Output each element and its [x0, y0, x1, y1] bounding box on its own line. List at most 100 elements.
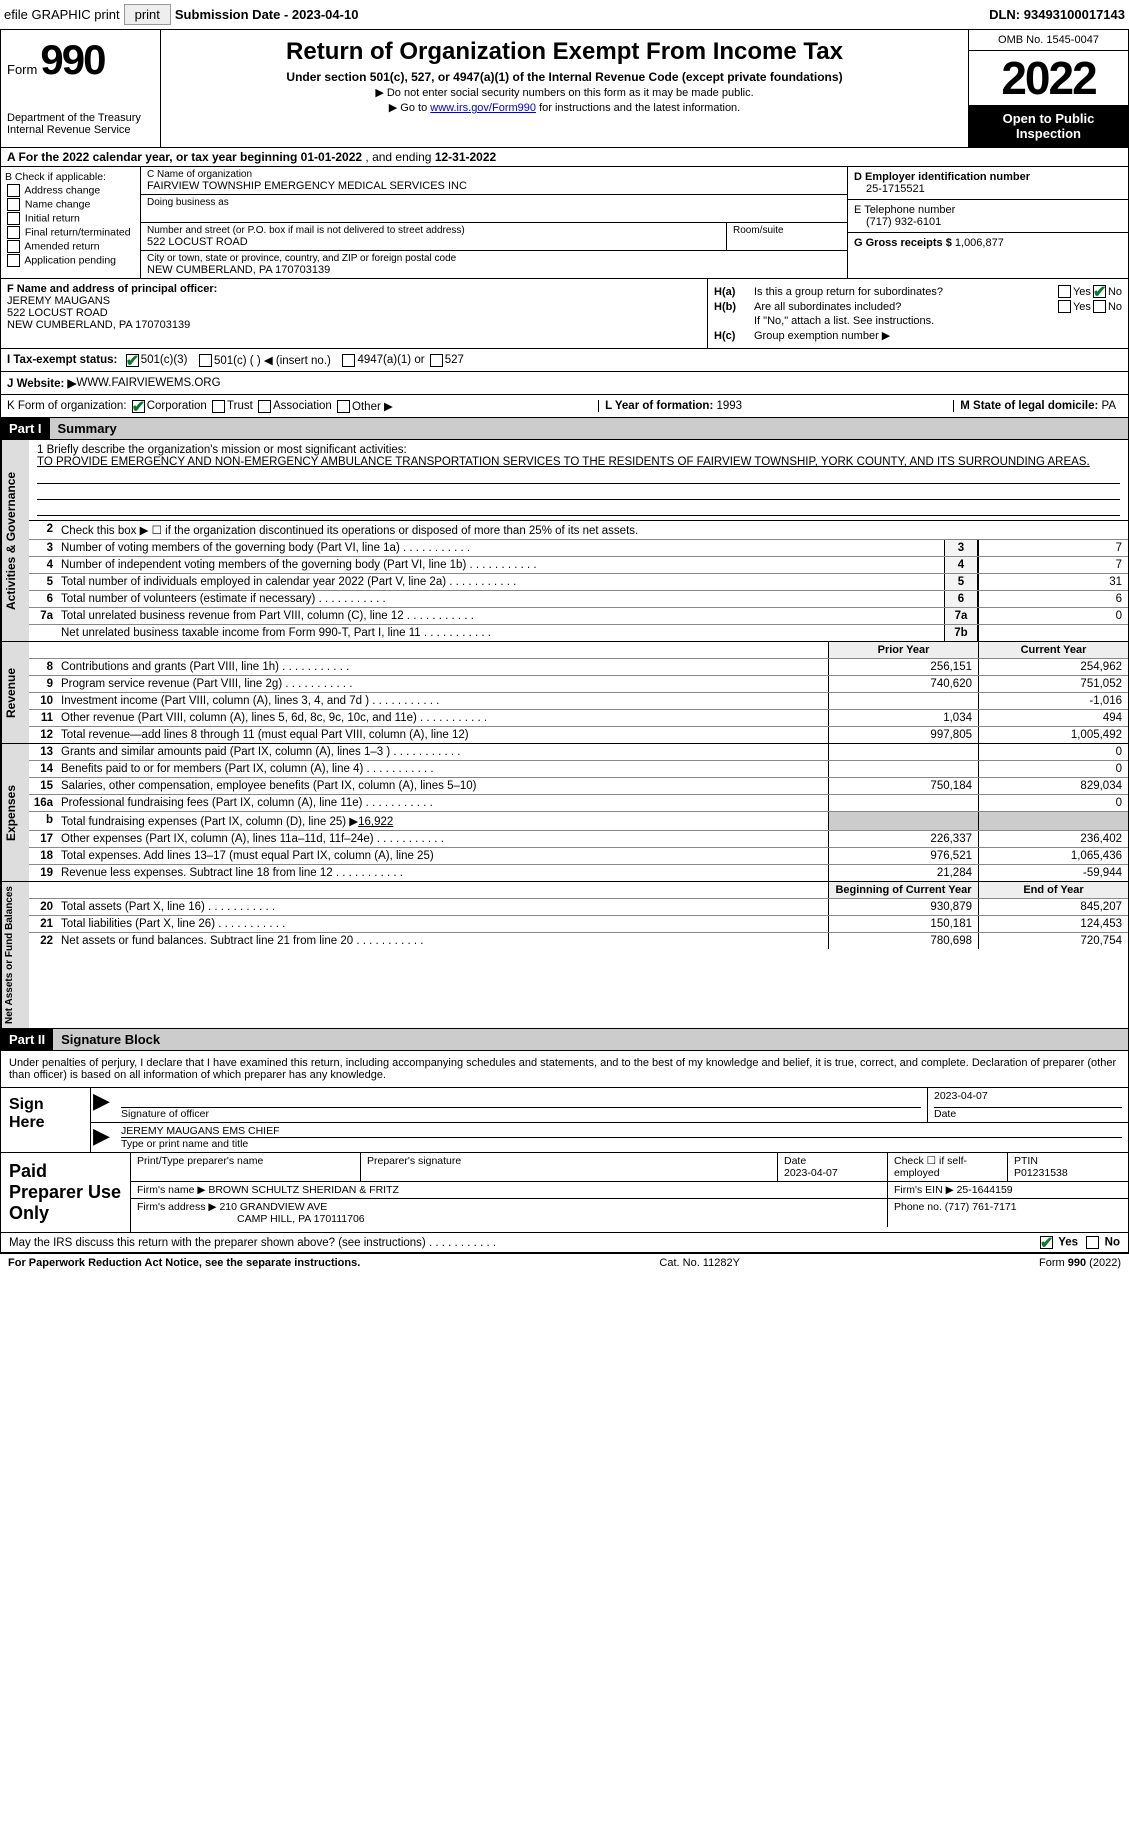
section-fh: F Name and address of principal officer:… — [0, 279, 1129, 349]
firm-address: Firm's address ▶ 210 GRANDVIEW AVE CAMP … — [131, 1199, 888, 1227]
omb-number: OMB No. 1545-0047 — [969, 30, 1128, 51]
hb-yes-check[interactable] — [1058, 300, 1071, 313]
hc-text: Group exemption number ▶ — [754, 329, 1122, 342]
check-501c[interactable] — [199, 354, 212, 367]
val-21c: 124,453 — [978, 916, 1128, 932]
hb-note: If "No," attach a list. See instructions… — [714, 315, 1122, 327]
check-app-pending[interactable]: Application pending — [5, 254, 136, 267]
part-i-header: Part I Summary — [0, 418, 1129, 440]
check-trust[interactable] — [212, 400, 225, 413]
line-9: Program service revenue (Part VIII, line… — [57, 676, 828, 692]
check-amended[interactable]: Amended return — [5, 240, 136, 253]
hb-label: H(b) — [714, 301, 754, 313]
signature-arrow-icon: ▶ — [91, 1088, 115, 1122]
val-11c: 494 — [978, 710, 1128, 726]
hdr-current: Current Year — [978, 642, 1128, 658]
officer-street: 522 LOCUST ROAD — [7, 307, 701, 319]
val-10c: -1,016 — [978, 693, 1128, 709]
sig-date-label: Date — [934, 1108, 1122, 1120]
prep-ptin: PTINP01231538 — [1008, 1153, 1128, 1181]
val-4: 7 — [978, 557, 1128, 573]
val-18p: 976,521 — [828, 848, 978, 864]
row-a-tax-year: A For the 2022 calendar year, or tax yea… — [0, 148, 1129, 167]
line-8: Contributions and grants (Part VIII, lin… — [57, 659, 828, 675]
row-i-tax-status: I Tax-exempt status: 501(c)(3) 501(c) ( … — [0, 349, 1129, 372]
state-domicile: M State of legal domicile: PA — [953, 400, 1122, 412]
part-i-label: Part I — [1, 418, 50, 439]
val-10p — [828, 693, 978, 709]
line-17: Other expenses (Part IX, column (A), lin… — [57, 831, 828, 847]
check-4947[interactable] — [342, 354, 355, 367]
check-name-change[interactable]: Name change — [5, 198, 136, 211]
row-k-label: K Form of organization: — [7, 400, 127, 412]
val-17p: 226,337 — [828, 831, 978, 847]
vtab-revenue: Revenue — [1, 642, 29, 743]
prep-sig-label: Preparer's signature — [361, 1153, 778, 1181]
ein-label: D Employer identification number — [854, 171, 1122, 183]
check-corp[interactable] — [132, 400, 145, 413]
prep-self-employed[interactable]: Check ☐ if self-employed — [888, 1153, 1008, 1181]
line-22: Net assets or fund balances. Subtract li… — [57, 933, 828, 949]
dba-label: Doing business as — [147, 197, 841, 208]
dln: DLN: 93493100017143 — [989, 7, 1125, 22]
line-16a: Professional fundraising fees (Part IX, … — [57, 795, 828, 811]
ha-text: Is this a group return for subordinates? — [754, 286, 1056, 298]
sig-date-value: 2023-04-07 — [934, 1090, 1122, 1108]
hdr-begin: Beginning of Current Year — [828, 882, 978, 898]
discuss-no-check[interactable] — [1086, 1236, 1099, 1249]
check-527[interactable] — [430, 354, 443, 367]
line-13: Grants and similar amounts paid (Part IX… — [57, 744, 828, 760]
open-to-public: Open to Public Inspection — [969, 105, 1128, 147]
check-final-return[interactable]: Final return/terminated — [5, 226, 136, 239]
footer-right: Form 990 (2022) — [1039, 1257, 1121, 1269]
vtab-expenses: Expenses — [1, 744, 29, 881]
form-title: Return of Organization Exempt From Incom… — [169, 38, 960, 66]
section-net-assets: Net Assets or Fund Balances Beginning of… — [0, 882, 1129, 1029]
val-19c: -59,944 — [978, 865, 1128, 881]
line-7a: Total unrelated business revenue from Pa… — [57, 608, 944, 624]
name-title-label: Type or print name and title — [121, 1138, 1122, 1150]
check-initial-return[interactable]: Initial return — [5, 212, 136, 225]
line-3: Number of voting members of the governin… — [57, 540, 944, 556]
line-7b: Net unrelated business taxable income fr… — [57, 625, 944, 641]
ha-yes-check[interactable] — [1058, 285, 1071, 298]
val-6: 6 — [978, 591, 1128, 607]
sig-intro: Under penalties of perjury, I declare th… — [0, 1051, 1129, 1088]
line-18: Total expenses. Add lines 13–17 (must eq… — [57, 848, 828, 864]
ein-value: 25-1715521 — [854, 183, 1122, 195]
check-501c3[interactable] — [126, 354, 139, 367]
header-left: Form 990 Department of the Treasury Inte… — [1, 30, 161, 147]
check-assoc[interactable] — [258, 400, 271, 413]
paid-preparer-label: Paid Preparer Use Only — [1, 1153, 131, 1232]
irs-discuss-row: May the IRS discuss this return with the… — [0, 1233, 1129, 1253]
org-name-label: C Name of organization — [147, 169, 841, 180]
header-mid: Return of Organization Exempt From Incom… — [161, 30, 968, 147]
ha-no-check[interactable] — [1093, 285, 1106, 298]
form-number: 990 — [40, 36, 104, 83]
header-right: OMB No. 1545-0047 2022 Open to Public In… — [968, 30, 1128, 147]
line-12: Total revenue—add lines 8 through 11 (mu… — [57, 727, 828, 743]
signature-arrow-icon-2: ▶ — [91, 1123, 115, 1152]
irs-link[interactable]: www.irs.gov/Form990 — [430, 102, 536, 114]
hb-no-check[interactable] — [1093, 300, 1106, 313]
city-label: City or town, state or province, country… — [147, 253, 841, 264]
val-7b — [978, 625, 1128, 641]
val-9p: 740,620 — [828, 676, 978, 692]
room-label: Room/suite — [733, 225, 841, 236]
val-17c: 236,402 — [978, 831, 1128, 847]
line-10: Investment income (Part VIII, column (A)… — [57, 693, 828, 709]
part-ii-title: Signature Block — [53, 1029, 1128, 1050]
hb-text: Are all subordinates included? — [754, 301, 1056, 313]
firm-phone: Phone no. (717) 761-7171 — [888, 1199, 1128, 1227]
discuss-yes-check[interactable] — [1040, 1236, 1053, 1249]
form-word: Form — [7, 62, 37, 77]
line-15: Salaries, other compensation, employee b… — [57, 778, 828, 794]
line-5: Total number of individuals employed in … — [57, 574, 944, 590]
val-14c: 0 — [978, 761, 1128, 777]
val-18c: 1,065,436 — [978, 848, 1128, 864]
header-sub3: ▶ Go to www.irs.gov/Form990 for instruct… — [169, 101, 960, 114]
org-name: FAIRVIEW TOWNSHIP EMERGENCY MEDICAL SERV… — [147, 180, 841, 192]
check-address-change[interactable]: Address change — [5, 184, 136, 197]
print-button[interactable]: print — [124, 4, 171, 25]
check-other[interactable] — [337, 400, 350, 413]
